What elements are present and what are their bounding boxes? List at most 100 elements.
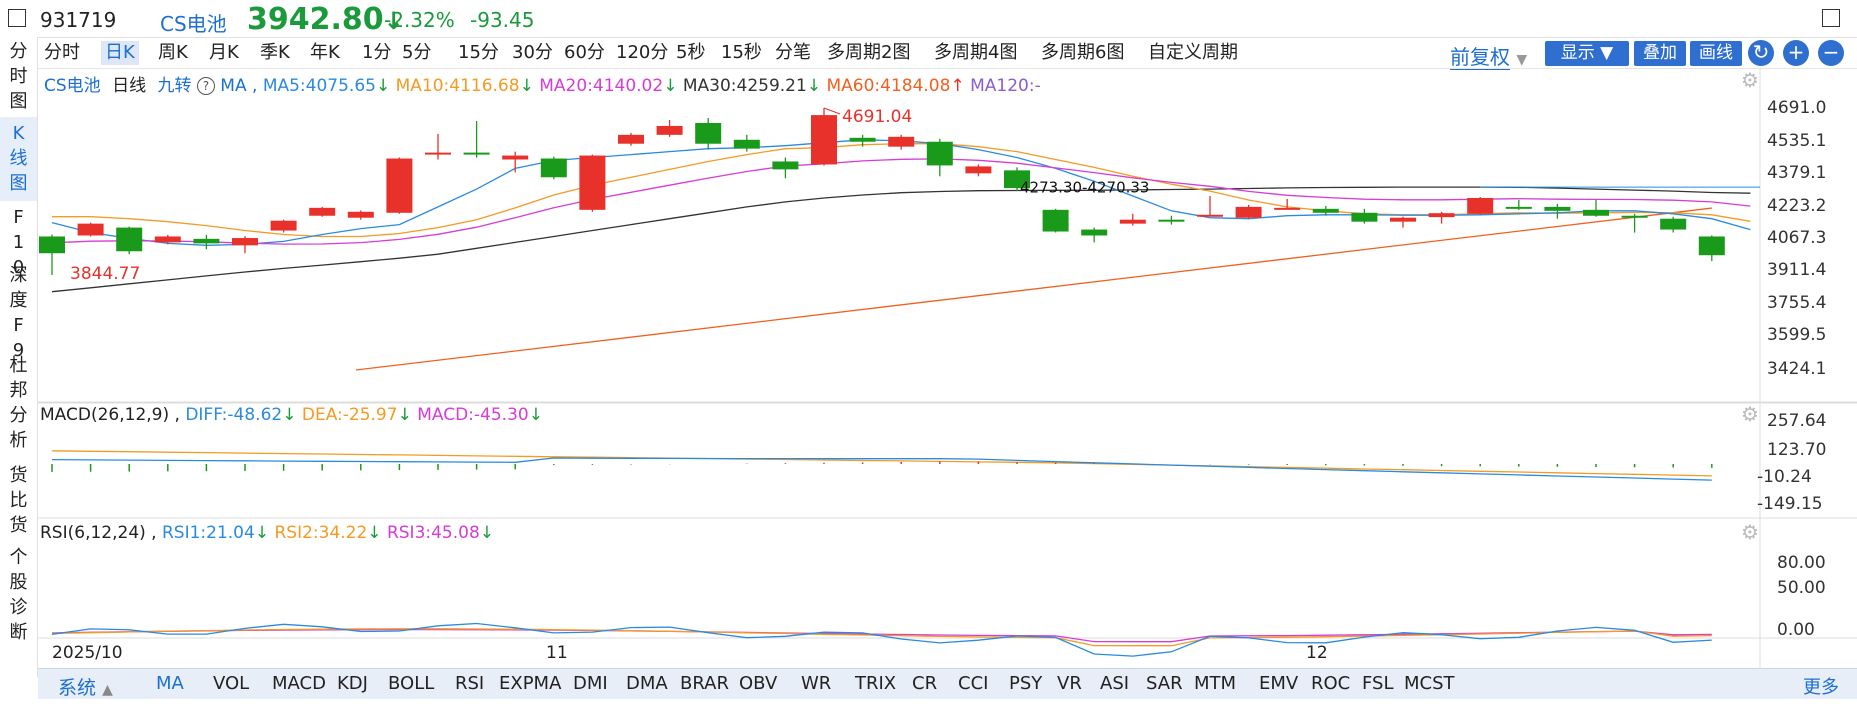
fuquan-select[interactable]: 前复权 ▼ <box>1450 45 1528 70</box>
candle-body <box>347 211 374 218</box>
sidebar-item-label: 杜邦分析 <box>9 355 28 451</box>
y-tick-label: -10.24 <box>1757 467 1812 487</box>
candle-body <box>463 152 490 155</box>
zoom-in-icon[interactable]: + <box>1783 40 1809 66</box>
indicator-tab[interactable]: CR <box>912 673 938 694</box>
legend-nine-turn[interactable]: 九转 <box>157 76 192 96</box>
candle-body <box>1583 209 1609 216</box>
candle-body <box>193 238 220 244</box>
indicator-toolbar: 系统 ▲ MA VOL MACD KDJ BOLL RSI EXPMA DMI DMA BRAR O… <box>38 668 1857 699</box>
period-tab[interactable]: 分时 <box>44 42 80 63</box>
y-tick-label: 3911.4 <box>1767 260 1827 280</box>
show-button[interactable]: 显示 ▼ <box>1545 41 1629 66</box>
sidebar-toggle-icon[interactable] <box>8 9 26 27</box>
draw-line-button[interactable]: 画线 <box>1690 41 1742 66</box>
period-tab[interactable]: 月K <box>209 42 239 63</box>
date-label: 2025/10 <box>52 643 123 663</box>
indicator-tab[interactable]: ROC <box>1311 673 1351 694</box>
period-tab[interactable]: 多周期4图 <box>934 42 1018 63</box>
sidebar-item-label: 货比货 <box>9 465 28 536</box>
stock-name[interactable]: CS电池 <box>160 12 227 36</box>
candle-body <box>502 155 529 160</box>
y-tick-label: 4379.1 <box>1767 163 1827 183</box>
indicator-tab[interactable]: PSY <box>1009 673 1043 694</box>
indicator-tab[interactable]: MA <box>156 673 184 694</box>
period-tab[interactable]: 5秒 <box>676 42 706 63</box>
indicator-tab[interactable]: EXPMA <box>499 673 562 694</box>
candle-body <box>1197 214 1223 217</box>
indicator-tab[interactable]: SAR <box>1146 673 1183 694</box>
indicator-tab[interactable]: ASI <box>1100 673 1130 694</box>
high-pointer <box>823 107 841 115</box>
quote-header: 931719 CS电池 3942.80↓ -2.32% -93.45 <box>0 0 1857 38</box>
indicator-tab[interactable]: MTM <box>1194 673 1237 694</box>
sidebar-item-depth[interactable]: 深度F9 <box>0 263 37 361</box>
range-annotation: 4273.30-4270.33 <box>1020 178 1149 196</box>
candle-body <box>695 122 722 144</box>
period-tab[interactable]: 60分 <box>564 42 605 63</box>
candle-body <box>618 134 644 144</box>
sidebar-item-diagnosis[interactable]: 个股诊断 <box>0 545 37 645</box>
settings-gear-icon[interactable]: ⚙ <box>1741 402 1759 426</box>
period-tab[interactable]: 5分 <box>402 42 432 63</box>
period-tab[interactable]: 季K <box>260 42 290 63</box>
sidebar-item-kline[interactable]: K线图 <box>0 117 37 201</box>
system-menu[interactable]: 系统 ▲ <box>58 677 113 699</box>
period-tab[interactable]: 120分 <box>616 42 669 63</box>
refresh-icon[interactable]: ↻ <box>1748 40 1774 66</box>
sidebar-item-f10[interactable]: F10 <box>0 205 37 278</box>
indicator-tab[interactable]: RSI <box>455 673 485 694</box>
candle-body <box>811 115 837 165</box>
period-tab[interactable]: 多周期6图 <box>1041 42 1125 63</box>
chart-area[interactable]: 4691.04 3844.77 4273.30-4270.33 <box>38 68 1857 668</box>
settings-gear-icon[interactable]: ⚙ <box>1741 520 1759 544</box>
indicator-tab[interactable]: CCI <box>958 673 989 694</box>
indicator-tab[interactable]: KDJ <box>337 673 368 694</box>
y-tick-label: 257.64 <box>1767 411 1827 431</box>
indicator-tab[interactable]: EMV <box>1259 673 1299 694</box>
indicator-tab[interactable]: FSL <box>1362 673 1394 694</box>
indicator-tab[interactable]: VR <box>1057 673 1082 694</box>
sidebar-item-compare[interactable]: 货比货 <box>0 463 37 539</box>
period-tab[interactable]: 自定义周期 <box>1148 42 1238 63</box>
maximize-icon[interactable] <box>1822 9 1840 27</box>
indicator-tab[interactable]: MCST <box>1404 673 1455 694</box>
more-button[interactable]: 更多 <box>1803 677 1839 698</box>
candle-body <box>888 136 915 147</box>
candle-body <box>1428 213 1455 218</box>
change-value: -93.45 <box>470 8 535 32</box>
indicator-tab[interactable]: BOLL <box>388 673 435 694</box>
period-tab[interactable]: 日K <box>101 41 139 65</box>
indicator-tab[interactable]: WR <box>801 673 832 694</box>
sidebar-item-dupont[interactable]: 杜邦分析 <box>0 353 37 453</box>
help-icon[interactable]: ? <box>196 77 215 95</box>
candle-body <box>1698 236 1725 256</box>
sidebar-item-timeshare[interactable]: 分时图 <box>0 37 37 117</box>
indicator-tab[interactable]: BRAR <box>680 673 729 694</box>
indicator-tab[interactable]: MACD <box>272 673 326 694</box>
period-tab[interactable]: 分笔 <box>775 42 811 63</box>
overlay-button[interactable]: 叠加 <box>1634 41 1686 66</box>
zoom-out-icon[interactable]: − <box>1818 40 1844 66</box>
candle-body <box>270 220 297 231</box>
period-tab[interactable]: 年K <box>310 42 340 63</box>
candle-body <box>309 207 336 216</box>
indicator-tab[interactable]: OBV <box>739 673 778 694</box>
period-tab[interactable]: 1分 <box>362 42 392 63</box>
period-tab[interactable]: 多周期2图 <box>827 42 911 63</box>
sidebar-item-label: K线图 <box>9 123 28 194</box>
ma60-line <box>355 207 1712 371</box>
candle-body <box>1042 209 1069 232</box>
indicator-tab[interactable]: DMI <box>573 673 608 694</box>
candle-body <box>1467 197 1494 214</box>
period-tab[interactable]: 15秒 <box>721 42 762 63</box>
indicator-tab[interactable]: VOL <box>213 673 250 694</box>
period-tab[interactable]: 30分 <box>512 42 553 63</box>
period-tab[interactable]: 15分 <box>458 42 499 63</box>
settings-gear-icon[interactable]: ⚙ <box>1741 68 1759 92</box>
period-tab[interactable]: 周K <box>158 42 188 63</box>
y-tick-label: -149.15 <box>1757 494 1823 514</box>
indicator-tab[interactable]: TRIX <box>855 673 897 694</box>
indicator-tab[interactable]: DMA <box>626 673 668 694</box>
sidebar-item-label: F10 <box>12 207 25 278</box>
